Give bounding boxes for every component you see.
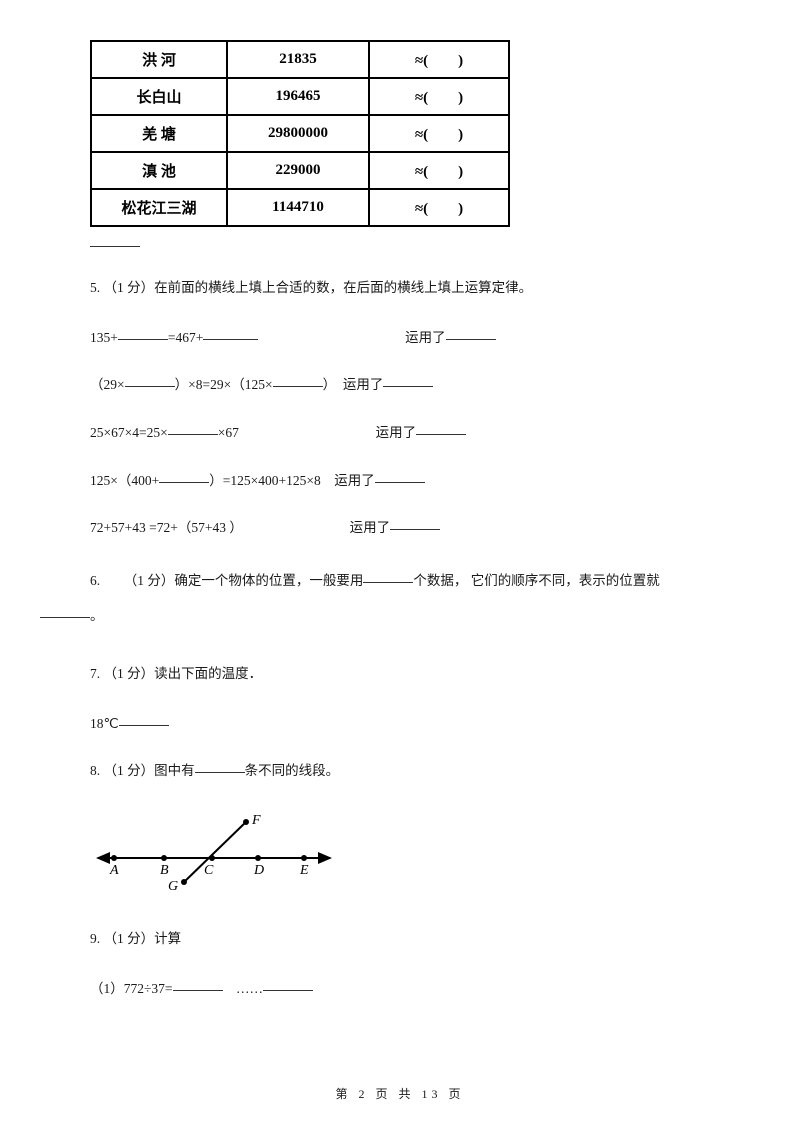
cell-value: 229000 — [227, 152, 369, 189]
answer-blank[interactable] — [118, 339, 168, 340]
answer-blank[interactable] — [40, 617, 90, 618]
answer-blank[interactable] — [263, 990, 313, 991]
text: 8. （1 分）图中有 — [90, 763, 195, 778]
text: 个数据， 它们的顺序不同，表示的位置就 — [413, 573, 659, 588]
cell-approx: ≈( ) — [369, 78, 509, 115]
answer-blank[interactable] — [173, 990, 223, 991]
answer-blank[interactable] — [446, 339, 496, 340]
cell-name: 洪 河 — [91, 41, 227, 78]
label-b: B — [160, 863, 169, 878]
cell-name: 滇 池 — [91, 152, 227, 189]
table-row: 松花江三湖 1144710 ≈( ) — [91, 189, 509, 226]
cell-name: 长白山 — [91, 78, 227, 115]
text: ） 运用了 — [323, 377, 384, 392]
q8: 8. （1 分）图中有 条不同的线段。 — [90, 758, 710, 784]
label-a: A — [109, 863, 119, 878]
q6: 6. （1 分）确定一个物体的位置，一般要用 个数据， 它们的顺序不同，表示的位置… — [90, 563, 710, 633]
stray-blank — [90, 245, 140, 247]
text: 72+57+43 =72+（57+43 ） — [90, 520, 243, 535]
table-row: 洪 河 21835 ≈( ) — [91, 41, 509, 78]
text: （1）772÷37= — [90, 981, 173, 996]
q9-line: （1）772÷37= …… — [90, 976, 710, 1002]
q5-line5: 72+57+43 =72+（57+43 ） 运用了 — [90, 515, 710, 541]
text: 135+ — [90, 330, 118, 345]
diagram-svg: A B C D E F G — [90, 808, 350, 893]
q7-line: 18℃ — [90, 711, 710, 737]
cell-approx: ≈( ) — [369, 189, 509, 226]
cell-value: 1144710 — [227, 189, 369, 226]
text: …… — [236, 981, 263, 996]
label-g: G — [168, 879, 178, 893]
answer-blank[interactable] — [273, 386, 323, 387]
q5-line3: 25×67×4=25× ×67 运用了 — [90, 420, 710, 446]
table-row: 长白山 196465 ≈( ) — [91, 78, 509, 115]
text: 18℃ — [90, 716, 119, 731]
q5-line1: 135+ =467+ 运用了 — [90, 325, 710, 351]
answer-blank[interactable] — [168, 434, 218, 435]
label-f: F — [251, 813, 261, 828]
cell-name: 羌 塘 — [91, 115, 227, 152]
text: ×67 — [218, 425, 239, 440]
q5-line2: （29× ）×8=29×（125× ） 运用了 — [90, 372, 710, 398]
cell-value: 29800000 — [227, 115, 369, 152]
data-table: 洪 河 21835 ≈( ) 长白山 196465 ≈( ) 羌 塘 29800… — [90, 40, 510, 227]
text: 运用了 — [405, 330, 446, 345]
text: 6. （1 分）确定一个物体的位置，一般要用 — [90, 573, 363, 588]
label-d: D — [253, 863, 264, 878]
text: 。 — [90, 608, 104, 623]
q5-stem: 5. （1 分）在前面的横线上填上合适的数，在后面的横线上填上运算定律。 — [90, 275, 710, 301]
cell-approx: ≈( ) — [369, 115, 509, 152]
answer-blank[interactable] — [390, 529, 440, 530]
q9-stem: 9. （1 分）计算 — [90, 926, 710, 952]
answer-blank[interactable] — [375, 482, 425, 483]
cell-approx: ≈( ) — [369, 41, 509, 78]
label-c: C — [204, 863, 214, 878]
text: （29× — [90, 377, 125, 392]
answer-blank[interactable] — [125, 386, 175, 387]
page-content: 洪 河 21835 ≈( ) 长白山 196465 ≈( ) 羌 塘 29800… — [0, 0, 800, 1083]
answer-blank[interactable] — [203, 339, 258, 340]
text: 运用了 — [376, 425, 417, 440]
text: ）=125×400+125×8 运用了 — [209, 473, 374, 488]
answer-blank[interactable] — [195, 772, 245, 773]
answer-blank[interactable] — [159, 482, 209, 483]
answer-blank[interactable] — [363, 582, 413, 583]
cell-value: 21835 — [227, 41, 369, 78]
answer-blank[interactable] — [383, 386, 433, 387]
line-segment-diagram: A B C D E F G — [90, 808, 710, 898]
label-e: E — [299, 863, 309, 878]
cell-name: 松花江三湖 — [91, 189, 227, 226]
page-footer: 第 2 页 共 13 页 — [0, 1085, 800, 1102]
text: =467+ — [168, 330, 203, 345]
cell-value: 196465 — [227, 78, 369, 115]
table-row: 滇 池 229000 ≈( ) — [91, 152, 509, 189]
text: 条不同的线段。 — [245, 763, 340, 778]
q5-line4: 125×（400+ ）=125×400+125×8 运用了 — [90, 468, 710, 494]
cell-approx: ≈( ) — [369, 152, 509, 189]
text: 运用了 — [350, 520, 391, 535]
answer-blank[interactable] — [119, 725, 169, 726]
q7-stem: 7. （1 分）读出下面的温度． — [90, 661, 710, 687]
table-row: 羌 塘 29800000 ≈( ) — [91, 115, 509, 152]
text: 25×67×4=25× — [90, 425, 168, 440]
answer-blank[interactable] — [416, 434, 466, 435]
text: ）×8=29×（125× — [175, 377, 273, 392]
text: 125×（400+ — [90, 473, 159, 488]
